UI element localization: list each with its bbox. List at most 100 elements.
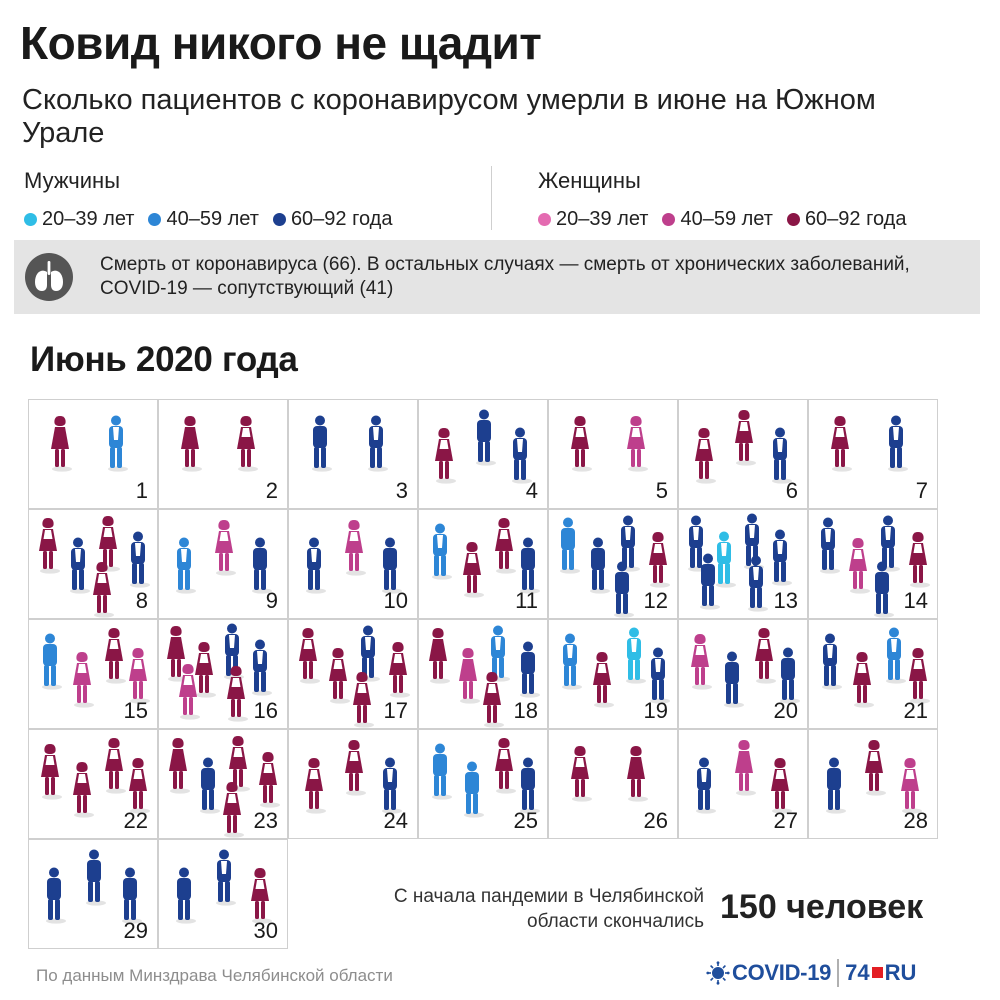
male-figure <box>485 624 511 687</box>
female-figure <box>125 646 151 709</box>
legend-item: 40–59 лет <box>148 208 259 231</box>
male-figure <box>609 560 635 618</box>
male-figure <box>41 866 67 929</box>
male-figure <box>775 646 801 709</box>
female-figure <box>101 736 127 799</box>
female-figure <box>125 756 151 819</box>
male-figure <box>515 640 541 703</box>
male-figure <box>515 756 541 819</box>
day-cell: 22 <box>28 729 158 839</box>
month-title: Июнь 2020 года <box>30 340 298 379</box>
female-figure <box>219 780 245 838</box>
day-cell: 11 <box>418 509 548 619</box>
day-number: 1 <box>135 478 148 503</box>
day-number: 13 <box>773 588 798 613</box>
brand-logo[interactable]: COVID-19 74 RU <box>706 956 916 990</box>
brand-ru: RU <box>884 960 917 985</box>
day-number: 27 <box>773 808 798 833</box>
legend-label: 20–39 лет <box>42 208 135 230</box>
day-cell: 6 <box>678 399 808 509</box>
male-figure <box>81 848 107 911</box>
legend-women: Женщины 20–39 лет 40–59 лет 60–92 года <box>538 168 906 231</box>
brand-square-icon <box>871 966 883 978</box>
legend-label: 40–59 лет <box>680 208 773 230</box>
day-number: 6 <box>785 478 798 503</box>
female-figure <box>89 560 115 618</box>
female-figure <box>905 646 931 709</box>
female-figure <box>191 640 217 703</box>
day-number: 23 <box>253 808 278 833</box>
day-cell: 23 <box>158 729 288 839</box>
brand-divider <box>837 959 840 987</box>
female-figure <box>165 736 191 799</box>
legend-item: 20–39 лет <box>24 208 134 231</box>
female-figure <box>255 750 281 813</box>
day-number: 5 <box>655 478 668 503</box>
female-figure <box>425 626 451 689</box>
male-figure <box>881 626 907 689</box>
day-number: 30 <box>253 918 278 943</box>
male-figure <box>821 756 847 819</box>
day-number: 10 <box>383 588 408 613</box>
brand-covid: COVID-19 <box>732 960 832 985</box>
legend-label: 60–92 года <box>290 208 393 230</box>
male-figure <box>615 514 641 577</box>
legend-label: 20–39 лет <box>556 208 649 230</box>
day-number: 16 <box>253 698 278 723</box>
male-figure <box>427 522 453 585</box>
male-figure <box>711 530 737 593</box>
day-number: 26 <box>643 808 668 833</box>
day-number: 28 <box>903 808 928 833</box>
male-figure <box>719 650 745 713</box>
female-figure <box>211 518 237 581</box>
day-number: 3 <box>395 478 408 503</box>
day-number: 11 <box>515 588 538 613</box>
note-text: Смерть от коронавируса (66). В остальных… <box>100 254 910 299</box>
female-figure <box>459 540 485 603</box>
female-figure <box>341 518 367 581</box>
lungs-icon <box>25 253 73 301</box>
male-figure <box>37 632 63 695</box>
day-cell: 27 <box>678 729 808 839</box>
female-figure <box>385 640 411 703</box>
legend-label: 40–59 лет <box>166 208 259 230</box>
female-figure <box>491 516 517 579</box>
day-cell: 4 <box>418 399 548 509</box>
female-figure <box>687 632 713 695</box>
day-number: 8 <box>135 588 148 613</box>
legend-label: 60–92 года <box>804 208 907 230</box>
female-figure <box>37 742 63 805</box>
female-figure <box>35 516 61 579</box>
male-figure <box>307 414 333 477</box>
male-figure <box>507 426 533 489</box>
female-figure <box>325 646 351 709</box>
female-figure <box>69 650 95 713</box>
day-cell: 24 <box>288 729 418 839</box>
male-figure <box>65 536 91 599</box>
day-cell: 26 <box>548 729 678 839</box>
male-figure <box>691 756 717 819</box>
female-figure <box>223 664 249 727</box>
male-figure <box>363 414 389 477</box>
male-figure <box>585 536 611 599</box>
female-figure <box>623 744 649 807</box>
day-number: 9 <box>265 588 278 613</box>
day-cell: 2 <box>158 399 288 509</box>
female-figure <box>455 646 481 709</box>
legend-item: 40–59 лет <box>662 208 773 231</box>
day-cell: 17 <box>288 619 418 729</box>
male-figure <box>211 848 237 911</box>
legend-men: Мужчины 20–39 лет 40–59 лет 60–92 года <box>24 168 392 231</box>
day-cell: 5 <box>548 399 678 509</box>
day-number: 12 <box>643 588 668 613</box>
male-figure <box>171 536 197 599</box>
day-cell: 28 <box>808 729 938 839</box>
day-number: 20 <box>773 698 798 723</box>
male-figure <box>557 632 583 695</box>
legend-dot <box>148 213 162 226</box>
day-number: 17 <box>383 698 408 723</box>
day-cell: 29 <box>28 839 158 949</box>
day-cell: 13 <box>678 509 808 619</box>
female-figure <box>845 536 871 599</box>
day-cell: 25 <box>418 729 548 839</box>
